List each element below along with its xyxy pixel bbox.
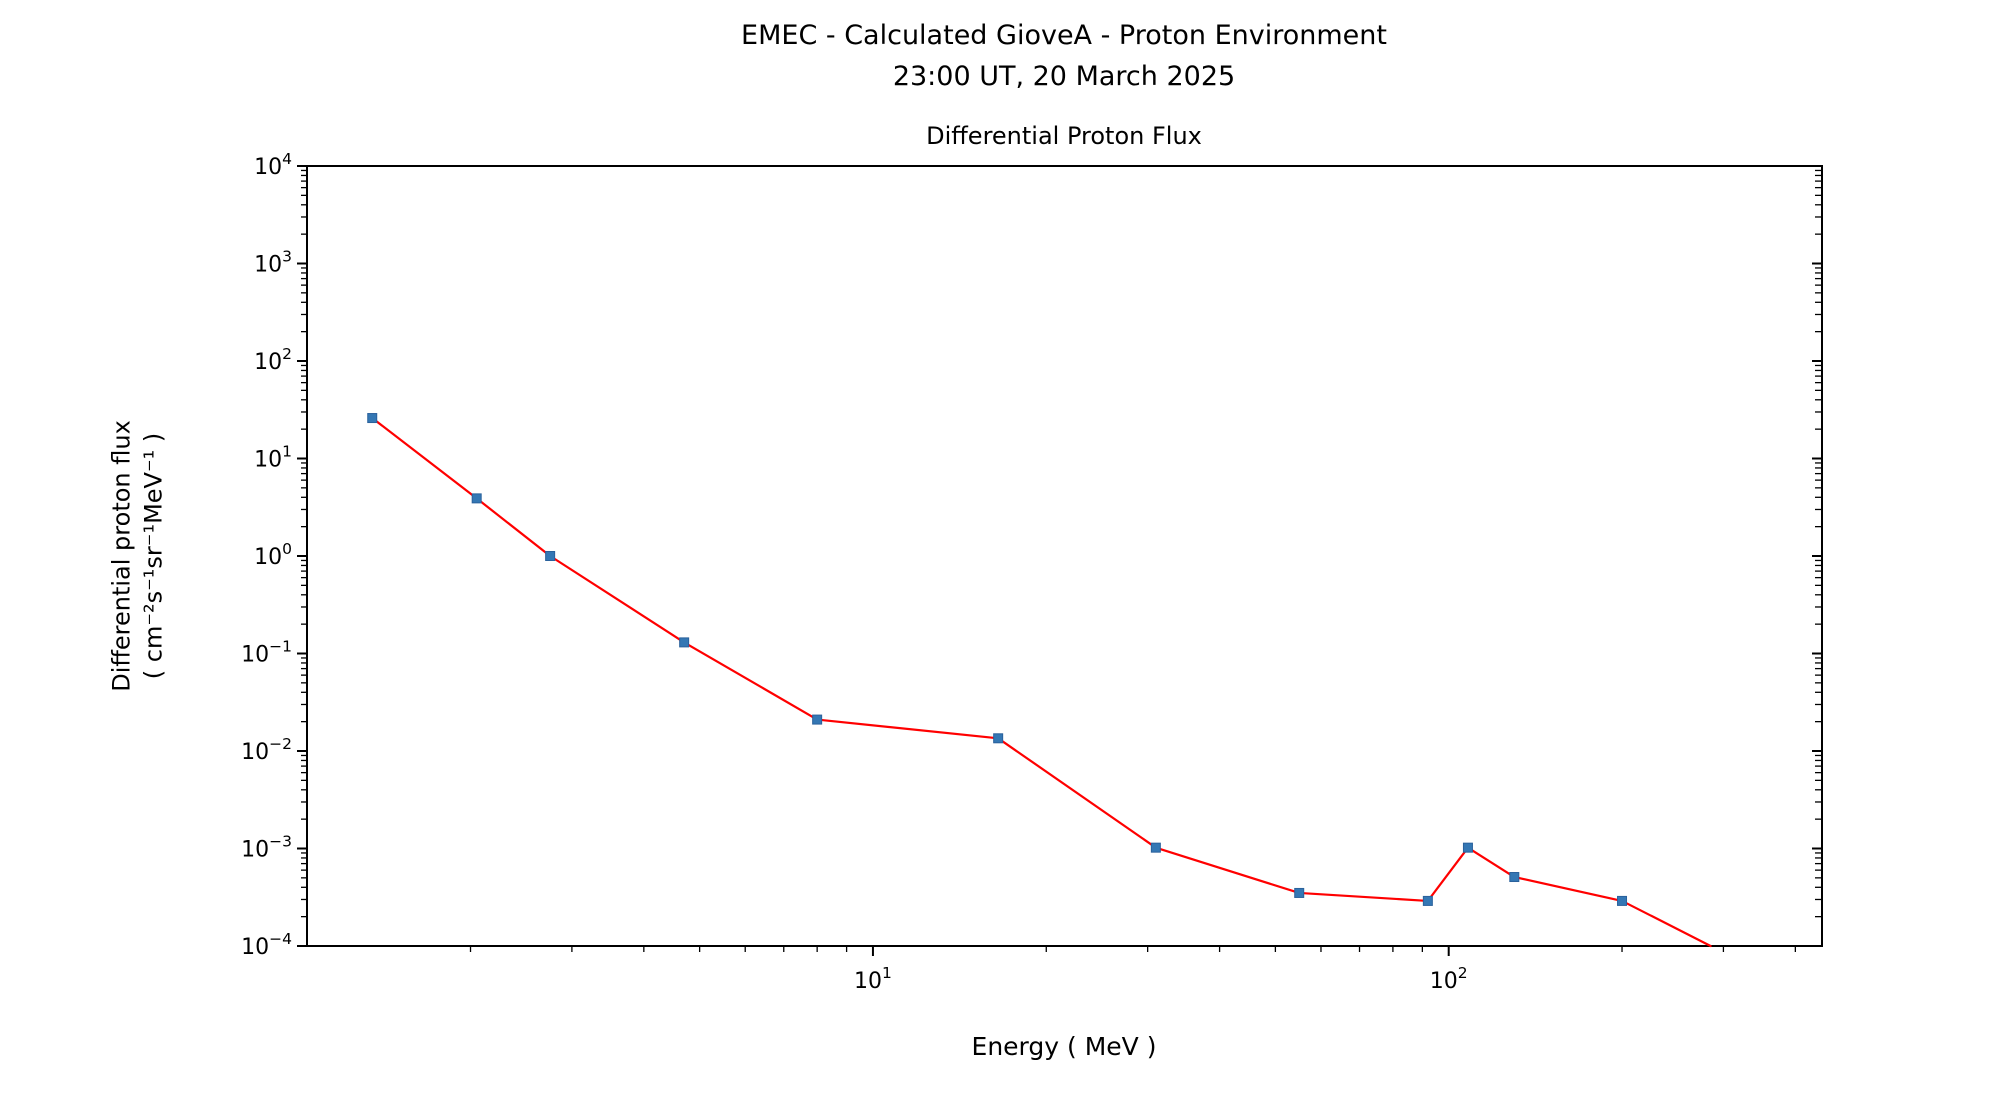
y-tick-label: 101 <box>254 443 292 473</box>
data-point-marker <box>367 413 378 424</box>
y-tick-label: 10−3 <box>241 833 292 863</box>
data-point-marker <box>679 637 690 648</box>
x-axis-ticks <box>469 946 1796 956</box>
figure-title-line2: 23:00 UT, 20 March 2025 <box>892 61 1236 92</box>
data-point-marker <box>1462 842 1473 853</box>
y-tick-label: 10−2 <box>241 735 292 765</box>
y-tick-label: 104 <box>254 150 292 180</box>
data-point-marker <box>812 714 823 725</box>
x-axis-label: Energy ( MeV ) <box>971 1032 1157 1061</box>
y-tick-label: 100 <box>254 540 292 570</box>
x-tick-label: 101 <box>854 964 892 994</box>
data-point-marker <box>545 551 556 561</box>
data-point-marker <box>1150 842 1161 853</box>
flux-markers <box>367 413 1628 906</box>
axes-frame <box>306 165 1823 947</box>
flux-line <box>371 416 1712 948</box>
axes-title: Differential Proton Flux <box>926 122 1202 150</box>
data-point-marker <box>471 493 482 504</box>
y-tick-label: 10−1 <box>241 638 292 668</box>
data-point-marker <box>1617 895 1628 906</box>
y-tick-label: 103 <box>254 248 292 278</box>
y-axis-ticks <box>297 165 1822 947</box>
data-point-marker <box>1294 887 1305 898</box>
y-tick-label: 102 <box>254 345 292 375</box>
data-point-marker <box>993 733 1004 744</box>
data-point-marker <box>1422 895 1433 906</box>
x-tick-label: 102 <box>1430 964 1468 994</box>
data-point-marker <box>1509 872 1520 883</box>
y-tick-label: 10−4 <box>241 930 292 960</box>
figure-title-line1: EMEC - Calculated GioveA - Proton Enviro… <box>741 20 1387 51</box>
